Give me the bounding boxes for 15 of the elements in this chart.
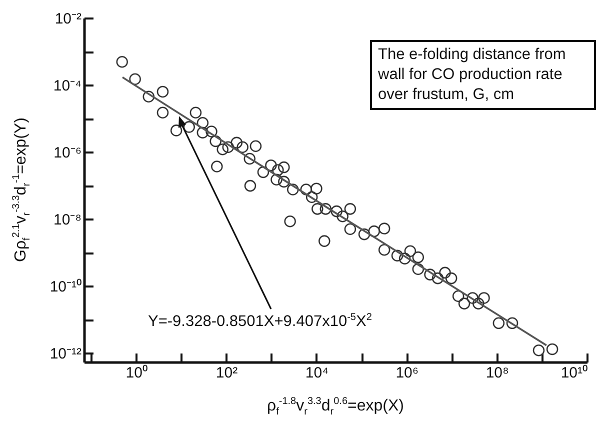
annotation: Y=-9.328-0.8501X+9.407x10$^{-5}$X$^{2}$	[148, 312, 372, 332]
x-tick-label: 10⁰	[126, 364, 148, 382]
annotation: The e-folding distance from wall for CO production rate over frustum, G, cm	[370, 40, 596, 110]
y-tick-label: 10⁻¹²	[50, 346, 82, 363]
text: ρ$_{f}$$^{-1.8}$v$_{r}$$^{3.3}$d$_{r}$$^{0.6}$=exp(X)	[267, 396, 404, 418]
x-tick-label: 10⁶	[396, 364, 419, 382]
y-tick-label: 10⁻⁶	[54, 144, 82, 162]
y-tick-label: 10⁻²	[54, 10, 82, 28]
x-tick-label: 10¹⁰	[560, 364, 588, 382]
x-tick-label: 10⁸	[486, 364, 509, 382]
x-tick-label: 10⁴	[305, 364, 329, 382]
x-tick-label: 10²	[216, 364, 238, 382]
y-tick-label: 10⁻¹⁰	[50, 278, 82, 296]
y-tick-label: 10⁻⁴	[53, 78, 82, 95]
y-tick-label: 10⁻⁸	[53, 212, 82, 229]
